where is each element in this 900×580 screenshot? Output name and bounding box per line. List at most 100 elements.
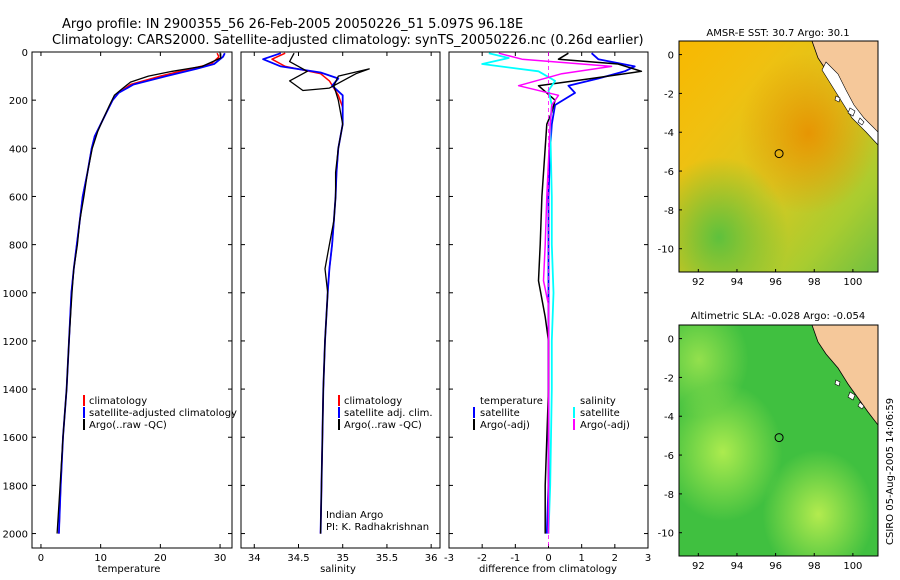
sst-map-title: AMSR-E SST: 30.7 Argo: 30.1 bbox=[706, 28, 849, 39]
pi-annotation-line2: PI: K. Radhakrishnan bbox=[326, 522, 429, 533]
legend-label: Argo(..raw -QC) bbox=[89, 420, 167, 431]
xtick-label: -3 bbox=[444, 553, 454, 564]
xtick-label: 34 bbox=[248, 553, 261, 564]
difference-lines bbox=[481, 52, 643, 548]
legend-label: satellite bbox=[580, 408, 620, 419]
series-line-2 bbox=[56, 53, 222, 534]
legend-label: Argo(-adj) bbox=[580, 420, 630, 431]
map-ytick-label: -8 bbox=[664, 206, 674, 217]
xtick-label: 3 bbox=[645, 553, 651, 564]
salinity-lines bbox=[262, 52, 370, 534]
xtick-label: 1 bbox=[578, 553, 584, 564]
series-line-2 bbox=[288, 52, 370, 534]
difference-ticks: -3 -2 -1 0 1 2 3 bbox=[444, 51, 651, 564]
sst-island-3 bbox=[857, 117, 865, 126]
legend-heading: salinity bbox=[580, 396, 616, 407]
legend-label: satellite adj. clim. bbox=[344, 408, 433, 419]
ytick-label: 0 bbox=[22, 48, 28, 59]
salinity-ticks: 34 34.5 35 35.5 36 bbox=[241, 51, 440, 564]
legend-label: Argo(..raw -QC) bbox=[344, 420, 422, 431]
xtick-label: 0 bbox=[38, 553, 44, 564]
legend-label: satellite-adjusted climatology bbox=[89, 408, 237, 419]
sst-island-2 bbox=[847, 107, 856, 117]
map-ytick-label: 0 bbox=[668, 335, 674, 346]
csiro-credit: CSIRO 05-Aug-2005 14:06:59 bbox=[885, 398, 896, 545]
ytick-label: 1400 bbox=[3, 385, 28, 396]
sst-island-1 bbox=[834, 95, 841, 103]
ytick-label: 1600 bbox=[3, 433, 28, 444]
figure-title-line2: Climatology: CARS2000. Satellite-adjuste… bbox=[52, 33, 644, 48]
temperature-xlabel: temperature bbox=[98, 564, 161, 575]
salinity-panel: 34 34.5 35 35.5 36 salinity climatologysatel… bbox=[240, 51, 441, 575]
xtick-label: 0 bbox=[545, 553, 551, 564]
xtick-label: 30 bbox=[214, 553, 227, 564]
xtick-label: -2 bbox=[477, 553, 487, 564]
sst-map-panel: AMSR-E SST: 30.7 Argo: 30.1 92 94 96 98 100 0… bbox=[658, 28, 879, 288]
map-xtick-label: 98 bbox=[808, 277, 821, 288]
difference-panel: -3 -2 -1 0 1 2 3 difference from climatology t… bbox=[444, 51, 651, 575]
map-xtick-label: 96 bbox=[769, 277, 782, 288]
map-ytick-label: -2 bbox=[664, 89, 674, 100]
salinity-xlabel: salinity bbox=[320, 564, 356, 575]
map-ytick-label: 0 bbox=[668, 51, 674, 62]
map-ytick-label: -2 bbox=[664, 373, 674, 384]
temperature-lines bbox=[56, 52, 226, 534]
map-xtick-label: 92 bbox=[692, 561, 705, 572]
map-xtick-label: 94 bbox=[731, 277, 744, 288]
xtick-label: 35.5 bbox=[376, 553, 398, 564]
sla-argo-marker bbox=[774, 433, 784, 443]
map-xtick-label: 94 bbox=[731, 561, 744, 572]
sst-map-frame bbox=[678, 40, 879, 273]
ytick-label: 800 bbox=[9, 241, 28, 252]
pi-annotation-line1: Indian Argo bbox=[326, 510, 383, 521]
xtick-label: 2 bbox=[612, 553, 618, 564]
sla-map-frame bbox=[678, 324, 879, 557]
ytick-label: 200 bbox=[9, 96, 28, 107]
map-ytick-label: -4 bbox=[664, 412, 674, 423]
temperature-axes bbox=[31, 51, 233, 549]
map-xtick-label: 92 bbox=[692, 277, 705, 288]
sla-island-1 bbox=[834, 379, 841, 387]
ytick-label: 1200 bbox=[3, 337, 28, 348]
xtick-label: 35 bbox=[336, 553, 349, 564]
legend-label: climatology bbox=[344, 396, 402, 407]
sla-land-sumatra bbox=[811, 325, 878, 426]
sla-map-ticks: 92 94 96 98 100 0 -2 -4 -6 -8 -10 bbox=[658, 335, 863, 572]
legend-label: satellite bbox=[480, 408, 520, 419]
legend-label: Argo(-adj) bbox=[480, 420, 530, 431]
salinity-axes bbox=[240, 51, 441, 549]
xtick-label: 36 bbox=[425, 553, 438, 564]
map-xtick-label: 96 bbox=[769, 561, 782, 572]
ytick-label: 1000 bbox=[3, 289, 28, 300]
xtick-label: -1 bbox=[510, 553, 520, 564]
sst-argo-marker bbox=[774, 149, 784, 159]
map-xtick-label: 100 bbox=[843, 277, 862, 288]
sst-map-ticks: 92 94 96 98 100 0 -2 -4 -6 -8 -10 bbox=[658, 51, 863, 288]
map-xtick-label: 98 bbox=[808, 561, 821, 572]
sla-map-panel: Altimetric SLA: -0.028 Argo: -0.054 92 94… bbox=[658, 311, 879, 572]
sla-map-title: Altimetric SLA: -0.028 Argo: -0.054 bbox=[691, 311, 866, 322]
map-ytick-label: -8 bbox=[664, 490, 674, 501]
map-ytick-label: -4 bbox=[664, 128, 674, 139]
ytick-label: 400 bbox=[9, 144, 28, 155]
sla-island-3 bbox=[857, 401, 865, 410]
legend-heading: temperature bbox=[480, 396, 543, 407]
legend-label: climatology bbox=[89, 396, 147, 407]
difference-xlabel: difference from climatology bbox=[479, 564, 617, 575]
map-ytick-label: -10 bbox=[658, 529, 674, 540]
ytick-label: 1800 bbox=[3, 481, 28, 492]
temperature-ticks: 0 10 20 30 0 200 400 600 800 1000 1200 1400 1600 1800… bbox=[3, 48, 232, 564]
map-xtick-label: 100 bbox=[843, 561, 862, 572]
sla-island-2 bbox=[847, 391, 856, 401]
figure-title-line1: Argo profile: IN 2900355_56 26-Feb-2005 … bbox=[62, 17, 523, 32]
map-ytick-label: -10 bbox=[658, 245, 674, 256]
xtick-label: 10 bbox=[94, 553, 107, 564]
sst-land-white-coast bbox=[821, 61, 878, 146]
temperature-panel: 0 10 20 30 0 200 400 600 800 1000 1200 1400 1600 1800… bbox=[3, 48, 237, 575]
ytick-label: 600 bbox=[9, 192, 28, 203]
xtick-label: 20 bbox=[154, 553, 167, 564]
